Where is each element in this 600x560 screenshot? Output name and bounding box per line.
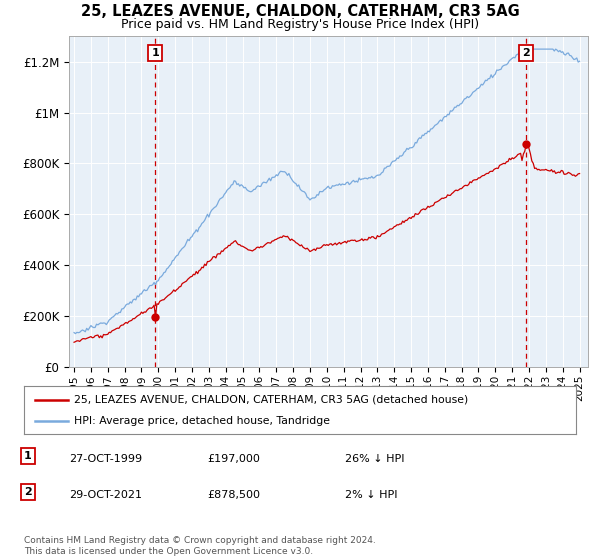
Text: £197,000: £197,000	[207, 454, 260, 464]
Text: 29-OCT-2021: 29-OCT-2021	[69, 490, 142, 500]
Text: 1: 1	[24, 451, 32, 461]
Text: Price paid vs. HM Land Registry's House Price Index (HPI): Price paid vs. HM Land Registry's House …	[121, 18, 479, 31]
Text: Contains HM Land Registry data © Crown copyright and database right 2024.
This d: Contains HM Land Registry data © Crown c…	[24, 536, 376, 556]
Text: 2% ↓ HPI: 2% ↓ HPI	[345, 490, 398, 500]
Text: 1: 1	[152, 48, 160, 58]
Text: 2: 2	[522, 48, 530, 58]
Text: 25, LEAZES AVENUE, CHALDON, CATERHAM, CR3 5AG: 25, LEAZES AVENUE, CHALDON, CATERHAM, CR…	[80, 4, 520, 20]
Text: £878,500: £878,500	[207, 490, 260, 500]
Text: 2: 2	[24, 487, 32, 497]
Text: HPI: Average price, detached house, Tandridge: HPI: Average price, detached house, Tand…	[74, 416, 329, 426]
Text: 25, LEAZES AVENUE, CHALDON, CATERHAM, CR3 5AG (detached house): 25, LEAZES AVENUE, CHALDON, CATERHAM, CR…	[74, 395, 468, 405]
Text: 26% ↓ HPI: 26% ↓ HPI	[345, 454, 404, 464]
Text: 27-OCT-1999: 27-OCT-1999	[69, 454, 142, 464]
